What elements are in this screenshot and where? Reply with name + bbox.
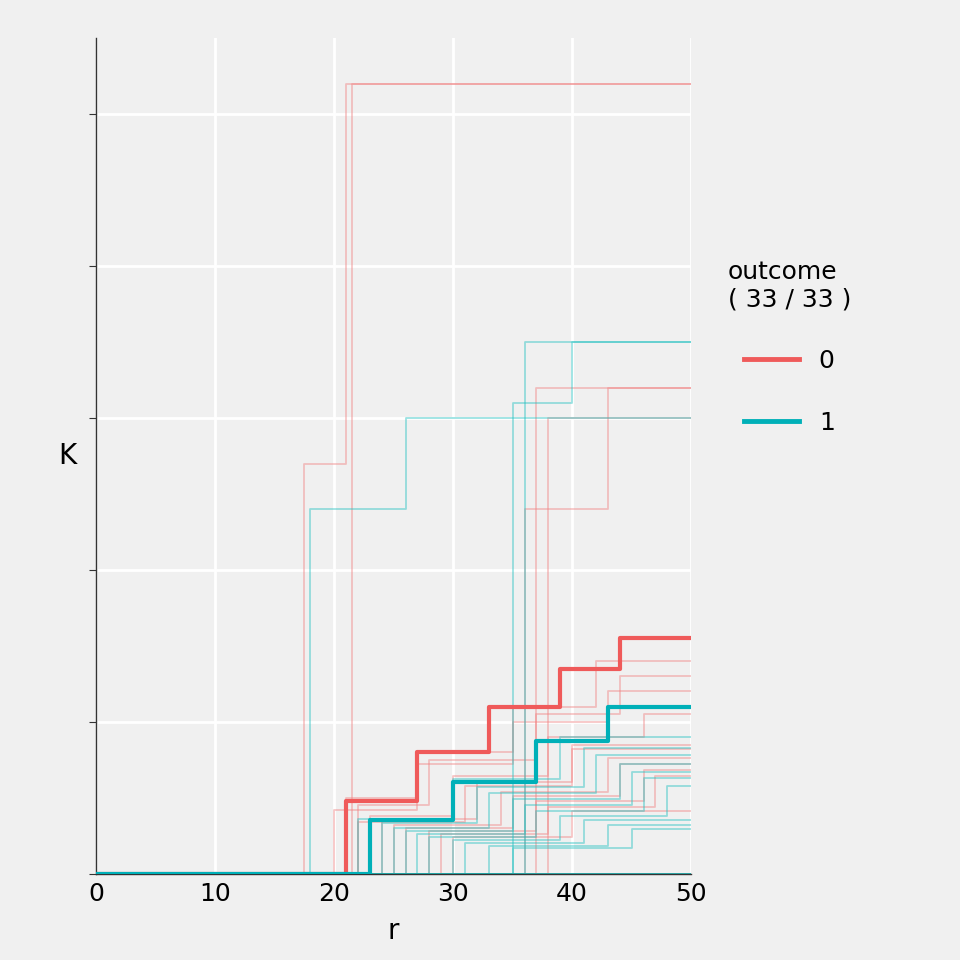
Y-axis label: K: K (59, 442, 77, 470)
Legend: 0, 1: 0, 1 (728, 260, 851, 435)
X-axis label: r: r (388, 917, 399, 945)
